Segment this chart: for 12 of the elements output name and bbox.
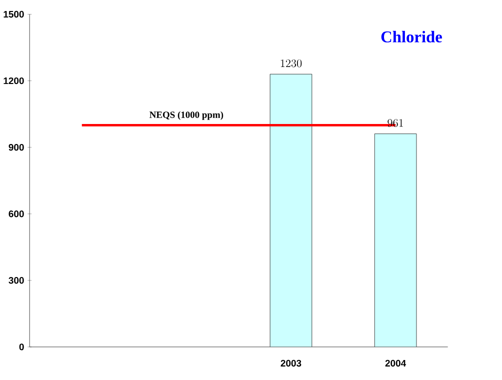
data-label: 961	[388, 119, 403, 127]
x-tick-label: 2003	[280, 360, 302, 366]
x-tick-label: 2004	[385, 360, 406, 366]
data-label: 1230	[280, 59, 302, 68]
y-tick-label: 900	[8, 144, 24, 151]
ref-line-label: NEQS (1000 ppm)	[150, 111, 224, 120]
y-tick-label: 1500	[4, 10, 24, 18]
y-tick-label: 0	[19, 343, 24, 350]
y-tick-label: 1200	[4, 77, 24, 84]
text: Chloride	[381, 30, 442, 42]
y-tick-label: 300	[8, 276, 24, 284]
y-tick-label: 600	[8, 210, 24, 218]
